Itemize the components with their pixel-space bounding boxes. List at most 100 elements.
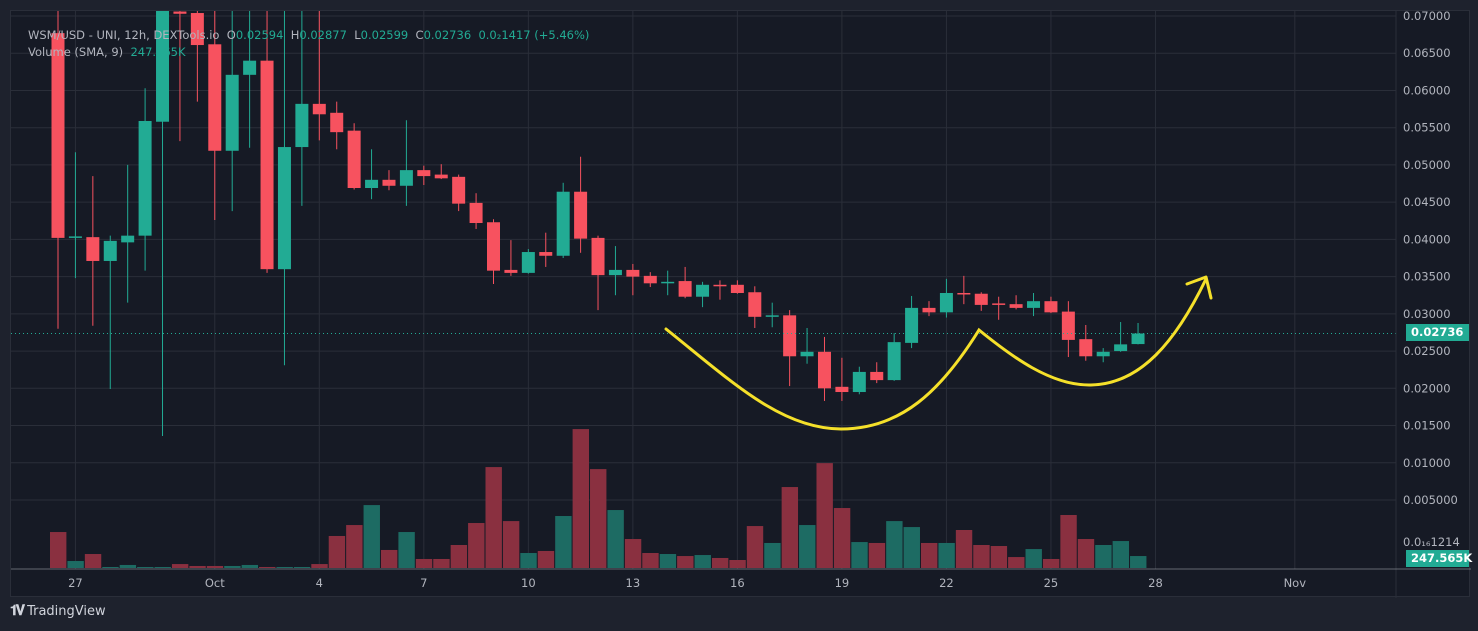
- candle-body: [347, 130, 361, 189]
- price-tick-label: 0.0₁₆1214: [1403, 535, 1460, 549]
- candle[interactable]: [330, 101, 344, 150]
- candle[interactable]: [922, 301, 936, 317]
- candle[interactable]: [347, 123, 361, 190]
- candle-body: [817, 351, 831, 389]
- candle[interactable]: [608, 246, 622, 296]
- candle[interactable]: [1061, 301, 1075, 358]
- candle[interactable]: [295, 11, 309, 206]
- volume-bar: [851, 542, 868, 568]
- candle-body: [765, 315, 779, 317]
- price-axis[interactable]: 0.07000 0.06500 0.06000 0.05500 0.05000 0.045…: [1403, 11, 1460, 549]
- candle[interactable]: [661, 270, 675, 296]
- candle[interactable]: [68, 152, 82, 279]
- candle[interactable]: [103, 235, 117, 390]
- volume-bar: [746, 526, 764, 568]
- candle[interactable]: [591, 235, 605, 311]
- candle[interactable]: [277, 11, 291, 366]
- candle-body: [469, 202, 483, 223]
- candle[interactable]: [190, 11, 204, 102]
- candle[interactable]: [434, 164, 448, 180]
- candle[interactable]: [86, 176, 100, 326]
- candle-body: [51, 33, 65, 238]
- symbol-legend[interactable]: WSM/USD - UNI, 12h, DEXTools.io O0.02594…: [28, 28, 590, 42]
- volume-legend[interactable]: Volume (SMA, 9) 247.565K: [28, 45, 186, 59]
- candle-body: [730, 284, 744, 293]
- candle[interactable]: [887, 333, 901, 381]
- candle[interactable]: [521, 249, 535, 274]
- candle[interactable]: [678, 266, 692, 299]
- candle[interactable]: [382, 170, 396, 191]
- volume-bars: [50, 429, 1147, 568]
- volume-bar: [276, 566, 293, 568]
- candle[interactable]: [243, 11, 257, 148]
- candle[interactable]: [504, 240, 518, 276]
- candle[interactable]: [574, 156, 588, 253]
- candle[interactable]: [208, 11, 222, 221]
- tradingview-branding[interactable]: 𝟏𝐕 TradingView: [10, 603, 106, 619]
- candle[interactable]: [1009, 295, 1023, 310]
- candle[interactable]: [696, 281, 710, 308]
- candle[interactable]: [399, 120, 413, 206]
- candle[interactable]: [225, 11, 239, 212]
- candle[interactable]: [487, 219, 500, 285]
- time-axis[interactable]: 27 Oct 4 7 10 13 16 19 22 25 28 Nov: [68, 576, 1306, 590]
- candle-body: [626, 269, 640, 277]
- candle[interactable]: [469, 193, 483, 229]
- candle-body: [835, 386, 849, 393]
- candle[interactable]: [1044, 296, 1058, 314]
- candle[interactable]: [365, 149, 379, 200]
- volume-bar: [642, 553, 659, 568]
- candle[interactable]: [312, 11, 326, 141]
- candle[interactable]: [870, 362, 884, 384]
- candle[interactable]: [51, 11, 65, 329]
- candle[interactable]: [957, 275, 971, 305]
- candle[interactable]: [1096, 348, 1110, 363]
- candle-body: [957, 292, 971, 295]
- candlestick-chart[interactable]: 0.07000 0.06500 0.06000 0.05500 0.05000 0.045…: [11, 11, 1471, 598]
- candle[interactable]: [417, 165, 431, 186]
- candle[interactable]: [138, 88, 152, 271]
- candle[interactable]: [121, 164, 135, 303]
- volume-bar: [694, 555, 711, 568]
- candle[interactable]: [173, 11, 187, 142]
- time-tick-label: 13: [626, 576, 641, 590]
- volume-bar: [137, 566, 154, 568]
- volume-sma-value: 247.565K: [130, 45, 186, 59]
- candle[interactable]: [817, 336, 831, 401]
- candle-body: [68, 236, 82, 238]
- candle-body: [1061, 311, 1075, 340]
- candle-body: [1096, 351, 1110, 357]
- candle[interactable]: [556, 182, 570, 258]
- volume-bar: [921, 542, 938, 568]
- candle[interactable]: [974, 292, 988, 311]
- volume-bar: [433, 558, 450, 568]
- candle[interactable]: [939, 278, 953, 318]
- candle[interactable]: [452, 174, 466, 212]
- candle-body: [330, 112, 344, 133]
- volume-bar: [1112, 541, 1130, 568]
- candle[interactable]: [1079, 325, 1093, 361]
- candles: [51, 11, 1145, 436]
- candle[interactable]: [835, 357, 849, 401]
- candle[interactable]: [748, 286, 762, 328]
- candle[interactable]: [643, 272, 657, 288]
- candle-body: [521, 252, 535, 273]
- candle[interactable]: [260, 11, 274, 273]
- volume-bar: [84, 554, 102, 568]
- candle[interactable]: [730, 280, 744, 294]
- candle[interactable]: [852, 366, 866, 395]
- candle[interactable]: [156, 11, 170, 436]
- candle[interactable]: [905, 295, 919, 349]
- candle[interactable]: [1027, 292, 1041, 317]
- candle[interactable]: [713, 280, 727, 300]
- candle[interactable]: [1131, 322, 1145, 345]
- candle[interactable]: [1114, 322, 1128, 352]
- candle[interactable]: [626, 263, 640, 296]
- volume-bar: [1077, 539, 1095, 568]
- candle[interactable]: [992, 296, 1006, 320]
- candle[interactable]: [765, 302, 779, 328]
- candle[interactable]: [539, 232, 553, 267]
- volume-bar: [572, 429, 589, 568]
- candle[interactable]: [783, 310, 797, 387]
- candle-body: [434, 174, 448, 179]
